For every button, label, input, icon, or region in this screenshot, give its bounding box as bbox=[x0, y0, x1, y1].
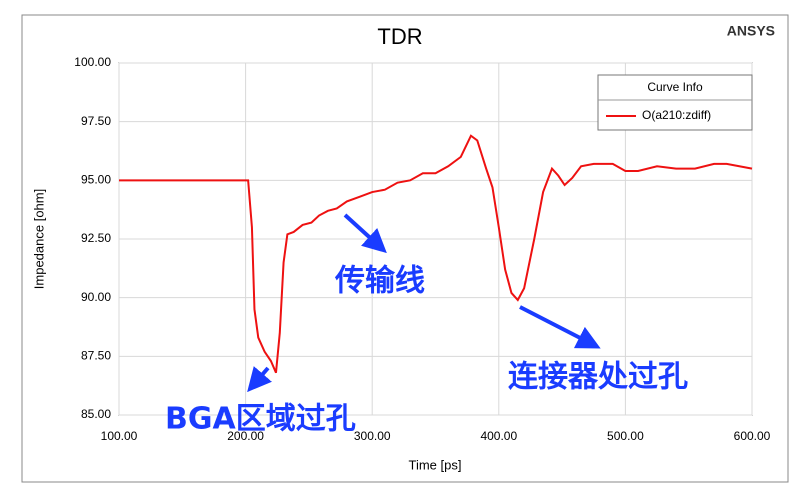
y-tick-label: 95.00 bbox=[81, 173, 111, 187]
chart-title: TDR bbox=[377, 24, 422, 49]
x-tick-label: 200.00 bbox=[227, 429, 264, 443]
annotation: 连接器处过孔 bbox=[508, 360, 688, 395]
brand: ANSYS bbox=[727, 23, 775, 39]
arrow bbox=[247, 366, 272, 393]
y-tick-label: 92.50 bbox=[81, 231, 111, 245]
legend-box bbox=[597, 74, 753, 131]
y-tick-label: 85.00 bbox=[81, 407, 111, 421]
legend-label: O(a210:zdiff) bbox=[642, 108, 711, 122]
line-series bbox=[119, 134, 753, 374]
y-tick-label: 100.00 bbox=[74, 55, 111, 69]
arrow bbox=[343, 213, 387, 254]
legend-title: Curve Info bbox=[647, 80, 703, 94]
y-tick-label: 97.50 bbox=[81, 114, 111, 128]
annotation: BGA区域过孔 bbox=[165, 402, 356, 437]
x-tick-label: 500.00 bbox=[607, 429, 644, 443]
y-tick-label: 90.00 bbox=[81, 290, 111, 304]
x-tick-label: 600.00 bbox=[734, 429, 771, 443]
x-tick-label: 300.00 bbox=[354, 429, 391, 443]
legend: Curve Info O(a210:zdiff) bbox=[597, 74, 753, 131]
y-axis-label: Impedance [ohm] bbox=[31, 189, 46, 289]
y-tick-label: 87.50 bbox=[81, 349, 111, 363]
x-tick-label: 400.00 bbox=[480, 429, 517, 443]
annotation: 传输线 bbox=[334, 264, 425, 299]
x-tick-label: 100.00 bbox=[101, 429, 138, 443]
arrow bbox=[519, 305, 601, 349]
x-axis-label: Time [ps] bbox=[409, 457, 462, 472]
